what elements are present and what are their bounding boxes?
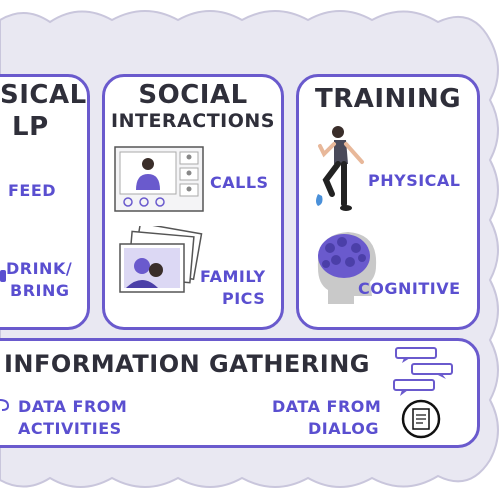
left-panel-title-line1: SICAL (0, 80, 87, 110)
information-gathering-panel (0, 338, 480, 448)
data-from-activities-line2: ACTIVITIES (18, 419, 122, 438)
physical-label: PHYSICAL (368, 171, 461, 190)
exercising-person-icon (316, 126, 364, 211)
document-icon (401, 399, 441, 439)
cognitive-label: COGNITIVE (358, 279, 461, 298)
data-from-dialog-line2: DIALOG (308, 419, 379, 438)
social-title-line2: INTERACTIONS (111, 110, 275, 132)
activities-icon-fragment (0, 399, 10, 411)
left-panel-title-line2: LP (12, 112, 49, 142)
data-from-dialog-line1: DATA FROM (272, 397, 382, 416)
drink-icon-fragment (0, 270, 6, 282)
data-from-activities-line1: DATA FROM (18, 397, 128, 416)
photo-stack-icon (119, 226, 203, 293)
drink-bring-label-line2: BRING (10, 281, 70, 300)
physical-help-panel (0, 74, 90, 330)
calls-label: CALLS (210, 173, 269, 192)
information-gathering-title: INFORMATION GATHERING (4, 350, 370, 378)
family-pics-label-line1: FAMILY (200, 267, 266, 286)
chat-bubbles-icon (393, 347, 453, 396)
drink-bring-label-line1: DRINK/ (6, 259, 73, 278)
brain-head-icon (317, 232, 377, 304)
training-title: TRAINING (314, 84, 462, 114)
social-title-line1: SOCIAL (138, 80, 248, 110)
family-pics-label-line2: PICS (222, 289, 266, 308)
feed-label: FEED (8, 181, 57, 200)
video-call-icon (114, 146, 204, 212)
